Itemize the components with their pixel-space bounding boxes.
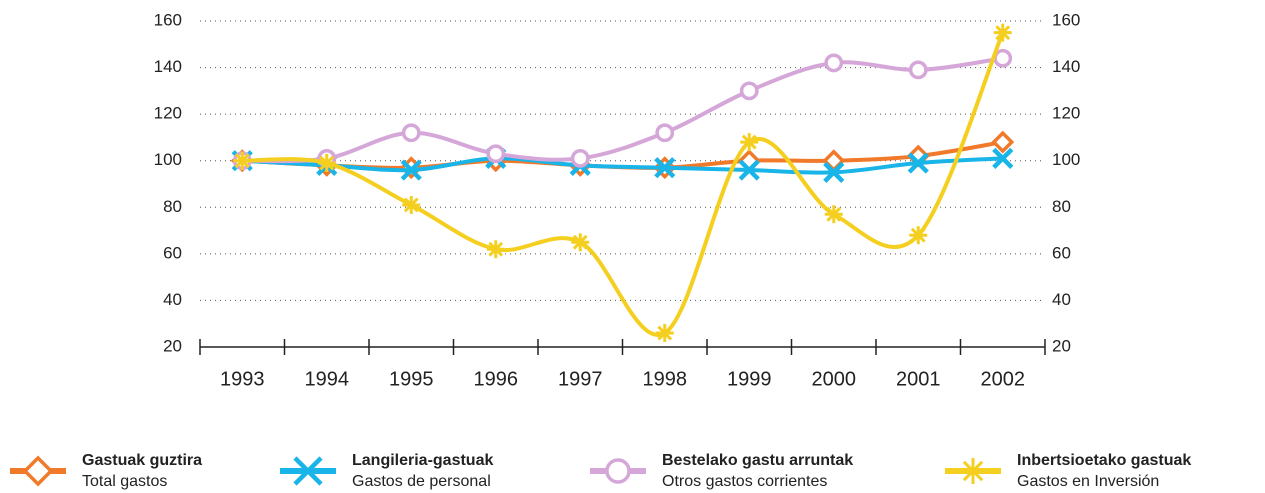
marker <box>22 455 54 487</box>
series-line <box>242 56 1004 164</box>
x-tick-label: 2000 <box>812 368 857 390</box>
marker <box>992 147 1014 169</box>
marker <box>654 157 676 179</box>
marker <box>991 130 1015 154</box>
marker <box>402 195 421 214</box>
y2-tick-label: 60 <box>1052 243 1071 262</box>
marker <box>960 458 986 484</box>
y2-tick-label: 80 <box>1052 197 1071 216</box>
marker-shape <box>824 205 843 224</box>
x-tick-label: 1995 <box>389 368 434 390</box>
legend-label: Langileria-gastuak <box>352 452 493 469</box>
marker-shape <box>486 144 506 164</box>
marker-shape <box>993 23 1012 42</box>
y-tick-label: 160 <box>154 10 182 29</box>
y-tick-label: 80 <box>163 197 182 216</box>
marker <box>571 233 590 252</box>
marker <box>740 133 759 152</box>
y-tick-label: 120 <box>154 104 182 123</box>
marker-shape <box>401 123 421 143</box>
marker-shape <box>22 455 54 487</box>
marker-shape <box>293 456 323 486</box>
y2-tick-label: 140 <box>1052 57 1080 76</box>
marker <box>570 148 590 168</box>
marker-shape <box>909 226 928 245</box>
marker-shape <box>824 53 844 73</box>
marker-shape <box>908 60 928 80</box>
series-line <box>242 156 1003 175</box>
marker-shape <box>993 48 1013 68</box>
marker-shape <box>655 123 675 143</box>
series-line <box>242 31 1005 337</box>
marker-shape <box>992 147 1014 169</box>
legend-label: Gastuak guztira <box>82 452 202 469</box>
marker-shape <box>738 159 760 181</box>
marker <box>401 123 421 143</box>
legend-sublabel: Total gastos <box>82 473 167 490</box>
marker-shape <box>960 458 986 484</box>
marker <box>317 154 336 173</box>
y-tick-label: 20 <box>163 336 182 355</box>
legend-sublabel: Gastos de personal <box>352 473 491 490</box>
marker-shape <box>400 159 422 181</box>
marker-shape <box>571 233 590 252</box>
marker <box>738 159 760 181</box>
x-tick-label: 1993 <box>220 368 265 390</box>
marker-shape <box>605 458 631 484</box>
y-tick-label: 40 <box>163 290 182 309</box>
marker <box>907 152 929 174</box>
marker <box>993 23 1012 42</box>
marker-shape <box>570 148 590 168</box>
marker <box>824 205 843 224</box>
y2-tick-label: 20 <box>1052 336 1071 355</box>
marker-shape <box>740 133 759 152</box>
marker <box>400 159 422 181</box>
marker <box>823 161 845 183</box>
marker-shape <box>991 130 1015 154</box>
x-tick-label: 1999 <box>727 368 772 390</box>
x-tick-label: 1996 <box>474 368 519 390</box>
marker <box>233 151 252 170</box>
marker <box>486 240 505 259</box>
marker <box>908 60 928 80</box>
marker <box>739 81 759 101</box>
marker <box>993 48 1013 68</box>
marker-shape <box>402 195 421 214</box>
legend-label: Inbertsioetako gastuak <box>1017 452 1191 469</box>
marker-shape <box>655 324 674 343</box>
marker-shape <box>823 161 845 183</box>
x-tick-label: 2002 <box>981 368 1026 390</box>
marker <box>909 226 928 245</box>
y-tick-label: 140 <box>154 57 182 76</box>
legend-label: Bestelako gastu arruntak <box>662 452 853 469</box>
marker-shape <box>317 154 336 173</box>
y2-tick-label: 120 <box>1052 104 1080 123</box>
marker <box>655 324 674 343</box>
marker-shape <box>907 152 929 174</box>
marker <box>486 144 506 164</box>
marker-shape <box>654 157 676 179</box>
marker <box>655 123 675 143</box>
legend-sublabel: Otros gastos corrientes <box>662 473 827 490</box>
marker <box>824 53 844 73</box>
y-tick-label: 60 <box>163 243 182 262</box>
marker-shape <box>233 151 252 170</box>
x-tick-label: 1994 <box>305 368 350 390</box>
marker <box>605 458 631 484</box>
legend-sublabel: Gastos en Inversión <box>1017 473 1159 490</box>
x-tick-label: 2001 <box>896 368 941 390</box>
marker-shape <box>739 81 759 101</box>
x-tick-label: 1998 <box>643 368 688 390</box>
x-tick-label: 1997 <box>558 368 603 390</box>
y-tick-label: 100 <box>154 150 182 169</box>
marker-shape <box>486 240 505 259</box>
y2-tick-label: 160 <box>1052 10 1080 29</box>
marker <box>293 456 323 486</box>
y2-tick-label: 100 <box>1052 150 1080 169</box>
series-line <box>242 140 1004 170</box>
y2-tick-label: 40 <box>1052 290 1071 309</box>
